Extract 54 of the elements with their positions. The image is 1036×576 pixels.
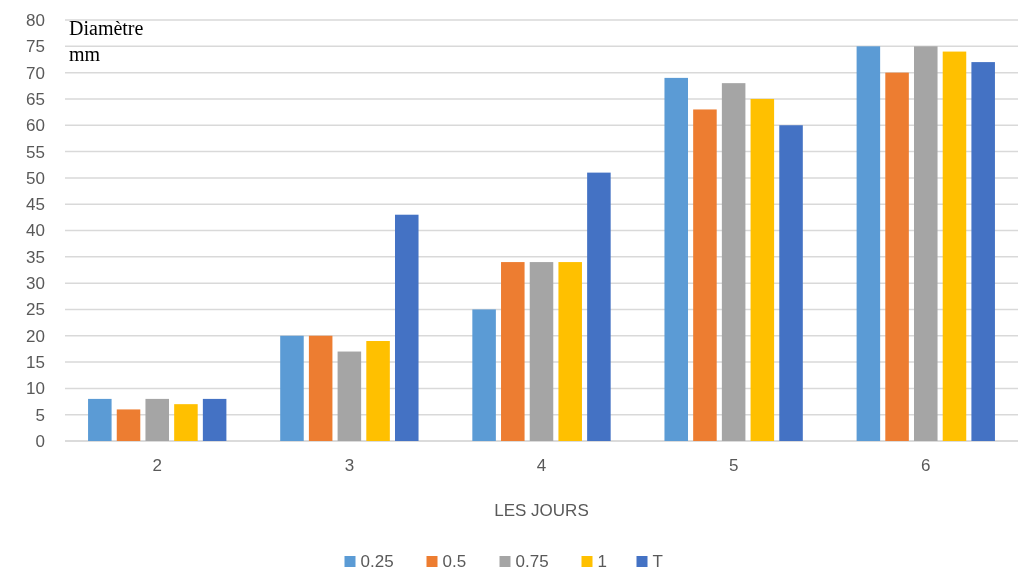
bar bbox=[587, 172, 611, 441]
bar bbox=[721, 83, 746, 441]
y-tick-label: 55 bbox=[26, 142, 45, 162]
y-tick-label: 0 bbox=[35, 431, 45, 451]
bar bbox=[558, 262, 582, 441]
y-axis-title: Diamètre mm bbox=[69, 17, 144, 65]
y-tick-label: 5 bbox=[35, 405, 45, 425]
y-tick-label: 45 bbox=[26, 195, 45, 215]
bar bbox=[693, 109, 717, 441]
y-tick-label: 80 bbox=[26, 10, 45, 30]
x-axis-title: LES JOURS bbox=[494, 501, 589, 520]
x-tick-label: 4 bbox=[536, 456, 547, 475]
legend-label: T bbox=[652, 551, 663, 571]
bar bbox=[174, 404, 198, 441]
bar bbox=[202, 398, 227, 441]
bar bbox=[88, 398, 112, 441]
y-tick-label: 50 bbox=[26, 168, 45, 188]
bar bbox=[501, 262, 525, 441]
y-tick-label: 15 bbox=[26, 353, 45, 373]
bar bbox=[145, 398, 169, 441]
legend-label: 1 bbox=[597, 551, 607, 571]
y-tick-label: 30 bbox=[26, 274, 45, 294]
y-tick-label: 40 bbox=[26, 221, 45, 241]
bar bbox=[472, 309, 496, 441]
y-tick-label: 25 bbox=[26, 300, 45, 320]
y-tick-label: 75 bbox=[26, 37, 45, 57]
bar bbox=[529, 262, 554, 441]
y-tick-label: 60 bbox=[26, 116, 45, 136]
x-tick-label: 5 bbox=[728, 456, 739, 475]
bar bbox=[856, 46, 881, 441]
legend-label: 0.25 bbox=[360, 551, 394, 571]
y-tick-label: 65 bbox=[26, 89, 45, 109]
legend-label: 0.5 bbox=[442, 551, 467, 571]
bar bbox=[308, 335, 333, 441]
bar bbox=[779, 125, 803, 441]
y-tick-label: 70 bbox=[26, 63, 45, 83]
x-tick-label: 6 bbox=[921, 456, 931, 475]
y-tick-label: 10 bbox=[26, 379, 45, 399]
bar bbox=[750, 98, 775, 441]
bar bbox=[942, 51, 967, 441]
y-tick-label: 20 bbox=[26, 326, 45, 346]
x-tick-label: 2 bbox=[152, 456, 162, 475]
bar bbox=[914, 46, 938, 441]
bar bbox=[664, 77, 688, 441]
x-tick-label: 3 bbox=[344, 456, 355, 475]
y-tick-label: 35 bbox=[26, 247, 45, 267]
bar bbox=[971, 62, 995, 441]
legend-label: 0.75 bbox=[515, 551, 549, 571]
bar bbox=[885, 72, 909, 441]
bar bbox=[366, 341, 390, 441]
bar bbox=[116, 409, 141, 441]
bar bbox=[280, 335, 304, 441]
bar bbox=[337, 351, 362, 441]
bar bbox=[395, 214, 419, 441]
